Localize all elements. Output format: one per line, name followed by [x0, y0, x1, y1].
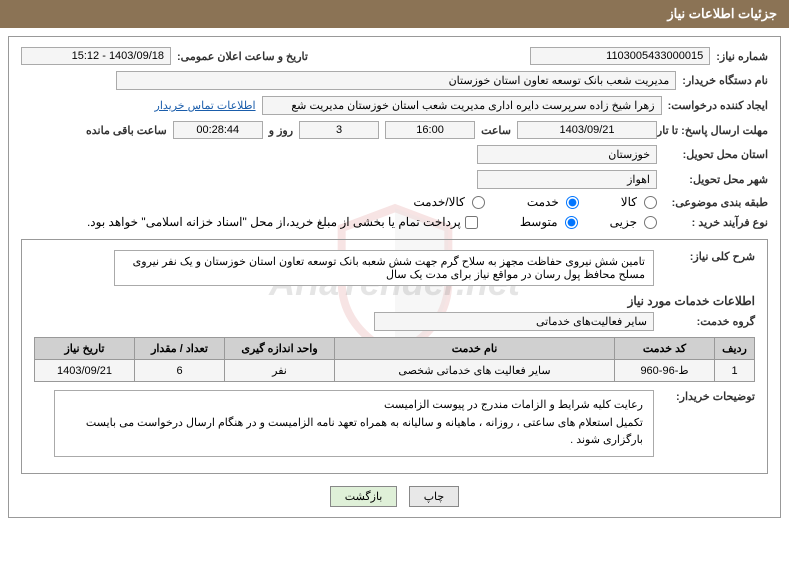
row-province: استان محل تحویل: خوزستان — [21, 145, 768, 164]
services-table: ردیف کد خدمت نام خدمت واحد اندازه گیری ت… — [34, 337, 755, 382]
th-date: تاریخ نیاز — [35, 338, 135, 360]
service-group-label: گروه خدمت: — [660, 315, 755, 328]
buyer-notes-value: رعایت کلیه شرایط و الزامات مندرج در پیوس… — [54, 390, 654, 457]
need-number-label: شماره نیاز: — [716, 50, 768, 63]
th-code: کد خدمت — [615, 338, 715, 360]
deadline-time-value: 16:00 — [385, 121, 475, 139]
row-category: طبقه بندی موضوعی: کالا خدمت کالا/خدمت — [21, 195, 768, 209]
th-name: نام خدمت — [335, 338, 615, 360]
radio-goods-service[interactable]: کالا/خدمت — [413, 195, 484, 209]
countdown-value: 00:28:44 — [173, 121, 263, 139]
main-frame: شماره نیاز: 1103005433000015 تاریخ و ساع… — [8, 36, 781, 518]
td-qty: 6 — [135, 360, 225, 382]
inner-frame: شرح کلی نیاز: تامین شش نیروی حفاظت مجهز … — [21, 239, 768, 474]
radio-minor[interactable]: جزیی — [610, 215, 657, 229]
back-button[interactable]: بازگشت — [330, 486, 398, 507]
th-row: ردیف — [715, 338, 755, 360]
requester-label: ایجاد کننده درخواست: — [668, 99, 768, 112]
buyer-contact-link[interactable]: اطلاعات تماس خریدار — [155, 99, 256, 112]
days-and-label: روز و — [269, 124, 293, 137]
radio-service-label: خدمت — [527, 195, 559, 209]
td-date: 1403/09/21 — [35, 360, 135, 382]
radio-minor-input[interactable] — [644, 216, 657, 229]
td-unit: نفر — [225, 360, 335, 382]
td-name: سایر فعالیت های خدماتی شخصی — [335, 360, 615, 382]
service-group-value: سایر فعالیت‌های خدماتی — [374, 312, 654, 331]
payment-checkbox[interactable] — [465, 216, 478, 229]
row-buyer-org: نام دستگاه خریدار: مدیریت شعب بانک توسعه… — [21, 71, 768, 90]
radio-goods-input[interactable] — [644, 196, 657, 209]
province-value: خوزستان — [477, 145, 657, 164]
th-unit: واحد اندازه گیری — [225, 338, 335, 360]
radio-goods-service-input[interactable] — [472, 196, 485, 209]
page-title: جزئیات اطلاعات نیاز — [667, 6, 777, 21]
process-label: نوع فرآیند خرید : — [663, 216, 768, 229]
radio-goods-label: کالا — [621, 195, 637, 209]
deadline-date-value: 1403/09/21 — [517, 121, 657, 139]
table-header-row: ردیف کد خدمت نام خدمت واحد اندازه گیری ت… — [35, 338, 755, 360]
need-number-value: 1103005433000015 — [530, 47, 710, 65]
announce-date-value: 1403/09/18 - 15:12 — [21, 47, 171, 65]
print-button[interactable]: چاپ — [409, 486, 460, 507]
category-label: طبقه بندی موضوعی: — [663, 196, 768, 209]
deadline-label: مهلت ارسال پاسخ: تا تاریخ: — [663, 124, 768, 137]
city-value: اهواز — [477, 170, 657, 189]
service-info-title: اطلاعات خدمات مورد نیاز — [34, 294, 755, 308]
radio-goods-service-label: کالا/خدمت — [413, 195, 464, 209]
city-label: شهر محل تحویل: — [663, 173, 768, 186]
time-label: ساعت — [481, 124, 511, 137]
row-need-desc: شرح کلی نیاز: تامین شش نیروی حفاظت مجهز … — [34, 250, 755, 286]
buyer-org-label: نام دستگاه خریدار: — [682, 74, 768, 87]
payment-checkbox-row[interactable]: پرداخت تمام یا بخشی از مبلغ خرید،از محل … — [87, 215, 478, 229]
radio-medium-input[interactable] — [565, 216, 578, 229]
th-qty: تعداد / مقدار — [135, 338, 225, 360]
row-city: شهر محل تحویل: اهواز — [21, 170, 768, 189]
row-process: نوع فرآیند خرید : جزیی متوسط پرداخت تمام… — [21, 215, 768, 229]
need-desc-label: شرح کلی نیاز: — [660, 250, 755, 263]
requester-value: زهرا شیخ زاده سرپرست دایره اداری مدیریت … — [262, 96, 662, 115]
td-row: 1 — [715, 360, 755, 382]
radio-goods[interactable]: کالا — [621, 195, 657, 209]
remaining-label: ساعت باقی مانده — [86, 124, 167, 137]
row-deadline: مهلت ارسال پاسخ: تا تاریخ: 1403/09/21 سا… — [21, 121, 768, 139]
province-label: استان محل تحویل: — [663, 148, 768, 161]
buyer-org-value: مدیریت شعب بانک توسعه تعاون استان خوزستا… — [116, 71, 676, 90]
page-header: جزئیات اطلاعات نیاز — [0, 0, 789, 28]
radio-medium[interactable]: متوسط — [520, 215, 578, 229]
radio-medium-label: متوسط — [520, 215, 558, 229]
need-desc-value: تامین شش نیروی حفاظت مجهز به سلاح گرم جه… — [114, 250, 654, 286]
days-count-value: 3 — [299, 121, 379, 139]
radio-minor-label: جزیی — [610, 215, 637, 229]
table-row: 1 ط-96-960 سایر فعالیت های خدماتی شخصی ن… — [35, 360, 755, 382]
row-buyer-notes: توضیحات خریدار: رعایت کلیه شرایط و الزام… — [34, 390, 755, 457]
buyer-notes-label: توضیحات خریدار: — [660, 390, 755, 403]
button-row: چاپ بازگشت — [21, 486, 768, 507]
td-code: ط-96-960 — [615, 360, 715, 382]
announce-date-label: تاریخ و ساعت اعلان عمومی: — [177, 50, 308, 63]
row-service-group: گروه خدمت: سایر فعالیت‌های خدماتی — [34, 312, 755, 331]
payment-note-label: پرداخت تمام یا بخشی از مبلغ خرید،از محل … — [87, 215, 461, 229]
row-requester: ایجاد کننده درخواست: زهرا شیخ زاده سرپرس… — [21, 96, 768, 115]
row-need-number: شماره نیاز: 1103005433000015 تاریخ و ساع… — [21, 47, 768, 65]
radio-service-input[interactable] — [566, 196, 579, 209]
radio-service[interactable]: خدمت — [527, 195, 579, 209]
